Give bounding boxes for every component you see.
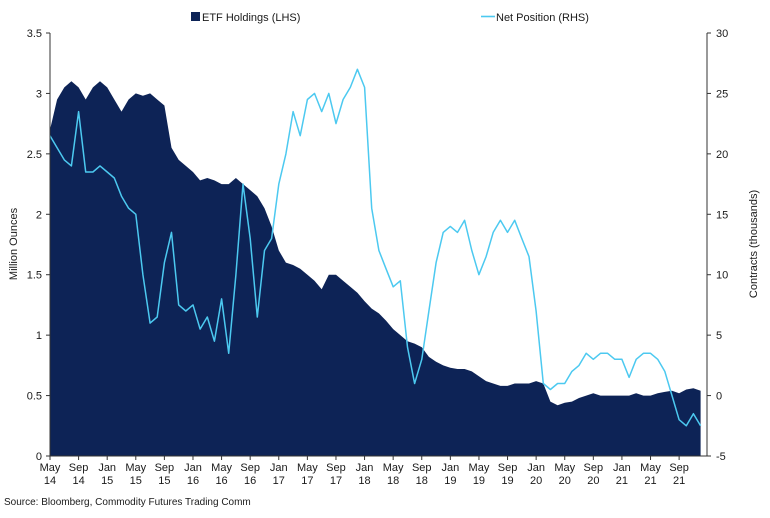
x-tick-label-year: 17 xyxy=(330,475,342,487)
x-tick-label-year: 19 xyxy=(473,475,485,487)
legend-swatch-etf-holdings xyxy=(191,12,200,21)
x-tick-label-month: May xyxy=(125,462,146,474)
x-tick-label-month: Jan xyxy=(527,462,545,474)
x-tick-label-month: Sep xyxy=(326,462,346,474)
x-tick-label-month: May xyxy=(297,462,318,474)
y-left-tick-label: 3 xyxy=(36,88,42,100)
x-tick-label-month: Sep xyxy=(498,462,518,474)
x-tick-label-year: 15 xyxy=(158,475,170,487)
y-right-tick-label: -5 xyxy=(716,451,726,463)
y-right-tick-label: 25 xyxy=(716,88,728,100)
x-tick-label-year: 16 xyxy=(187,475,199,487)
x-tick-label-year: 16 xyxy=(244,475,256,487)
legend-label-etf-holdings: ETF Holdings (LHS) xyxy=(202,12,300,24)
x-tick-label-month: May xyxy=(211,462,232,474)
legend-label-net-position: Net Position (RHS) xyxy=(496,12,589,24)
x-tick-label-year: 18 xyxy=(416,475,428,487)
x-tick-label-year: 21 xyxy=(644,475,656,487)
x-tick-label-month: Jan xyxy=(441,462,459,474)
x-tick-label-year: 17 xyxy=(301,475,313,487)
y-right-tick-label: 0 xyxy=(716,391,722,403)
x-tick-label-month: Sep xyxy=(669,462,689,474)
x-tick-label-year: 18 xyxy=(358,475,370,487)
y-right-tick-label: 20 xyxy=(716,149,728,161)
x-tick-label-month: Jan xyxy=(184,462,202,474)
x-tick-label-year: 19 xyxy=(444,475,456,487)
x-tick-label-month: Jan xyxy=(613,462,631,474)
x-tick-label-year: 14 xyxy=(72,475,84,487)
x-tick-label-month: Sep xyxy=(69,462,89,474)
x-tick-label-month: Jan xyxy=(356,462,374,474)
x-tick-label-year: 18 xyxy=(387,475,399,487)
x-tick-label-month: Sep xyxy=(584,462,604,474)
y-left-tick-label: 3.5 xyxy=(27,28,42,40)
source-note: Source: Bloomberg, Commodity Futures Tra… xyxy=(4,497,251,508)
y-left-tick-label: 2.5 xyxy=(27,149,42,161)
y-right-tick-label: 5 xyxy=(716,330,722,342)
y-right-tick-label: 30 xyxy=(716,28,728,40)
x-tick-label-year: 20 xyxy=(587,475,599,487)
series-area-etf-holdings xyxy=(50,81,701,457)
x-tick-label-month: Jan xyxy=(270,462,288,474)
y-left-tick-label: 1.5 xyxy=(27,270,42,282)
x-tick-label-year: 14 xyxy=(44,475,56,487)
y-axis-right-title: Contracts (thousands) xyxy=(748,190,760,298)
x-tick-label-month: May xyxy=(383,462,404,474)
x-tick-label-year: 21 xyxy=(673,475,685,487)
x-tick-label-year: 21 xyxy=(616,475,628,487)
x-tick-label-month: May xyxy=(469,462,490,474)
y-axis-left-title: Million Ounces xyxy=(8,207,20,280)
x-tick-label-month: Sep xyxy=(240,462,260,474)
x-tick-label-month: May xyxy=(40,462,61,474)
x-tick-label-month: Jan xyxy=(98,462,116,474)
y-left-tick-label: 0.5 xyxy=(27,391,42,403)
y-left-tick-label: 1 xyxy=(36,330,42,342)
series-line-net-position xyxy=(49,68,702,427)
y-right-tick-label: 15 xyxy=(716,209,728,221)
x-tick-label-month: Sep xyxy=(155,462,175,474)
x-tick-label-year: 20 xyxy=(530,475,542,487)
y-left-tick-label: 0 xyxy=(36,451,42,463)
legend: ETF Holdings (LHS) Net Position (RHS) xyxy=(191,12,589,24)
x-tick-label-month: May xyxy=(554,462,575,474)
axes: 00.511.522.533.5-5051015202530May14Sep14… xyxy=(27,28,729,487)
x-tick-label-year: 15 xyxy=(101,475,113,487)
x-tick-label-year: 17 xyxy=(273,475,285,487)
x-tick-label-year: 15 xyxy=(130,475,142,487)
x-tick-label-year: 20 xyxy=(559,475,571,487)
x-tick-label-month: May xyxy=(640,462,661,474)
x-tick-label-year: 16 xyxy=(215,475,227,487)
y-right-tick-label: 10 xyxy=(716,270,728,282)
plot-area xyxy=(49,68,702,457)
x-tick-label-year: 19 xyxy=(501,475,513,487)
y-left-tick-label: 2 xyxy=(36,209,42,221)
x-tick-label-month: Sep xyxy=(412,462,432,474)
